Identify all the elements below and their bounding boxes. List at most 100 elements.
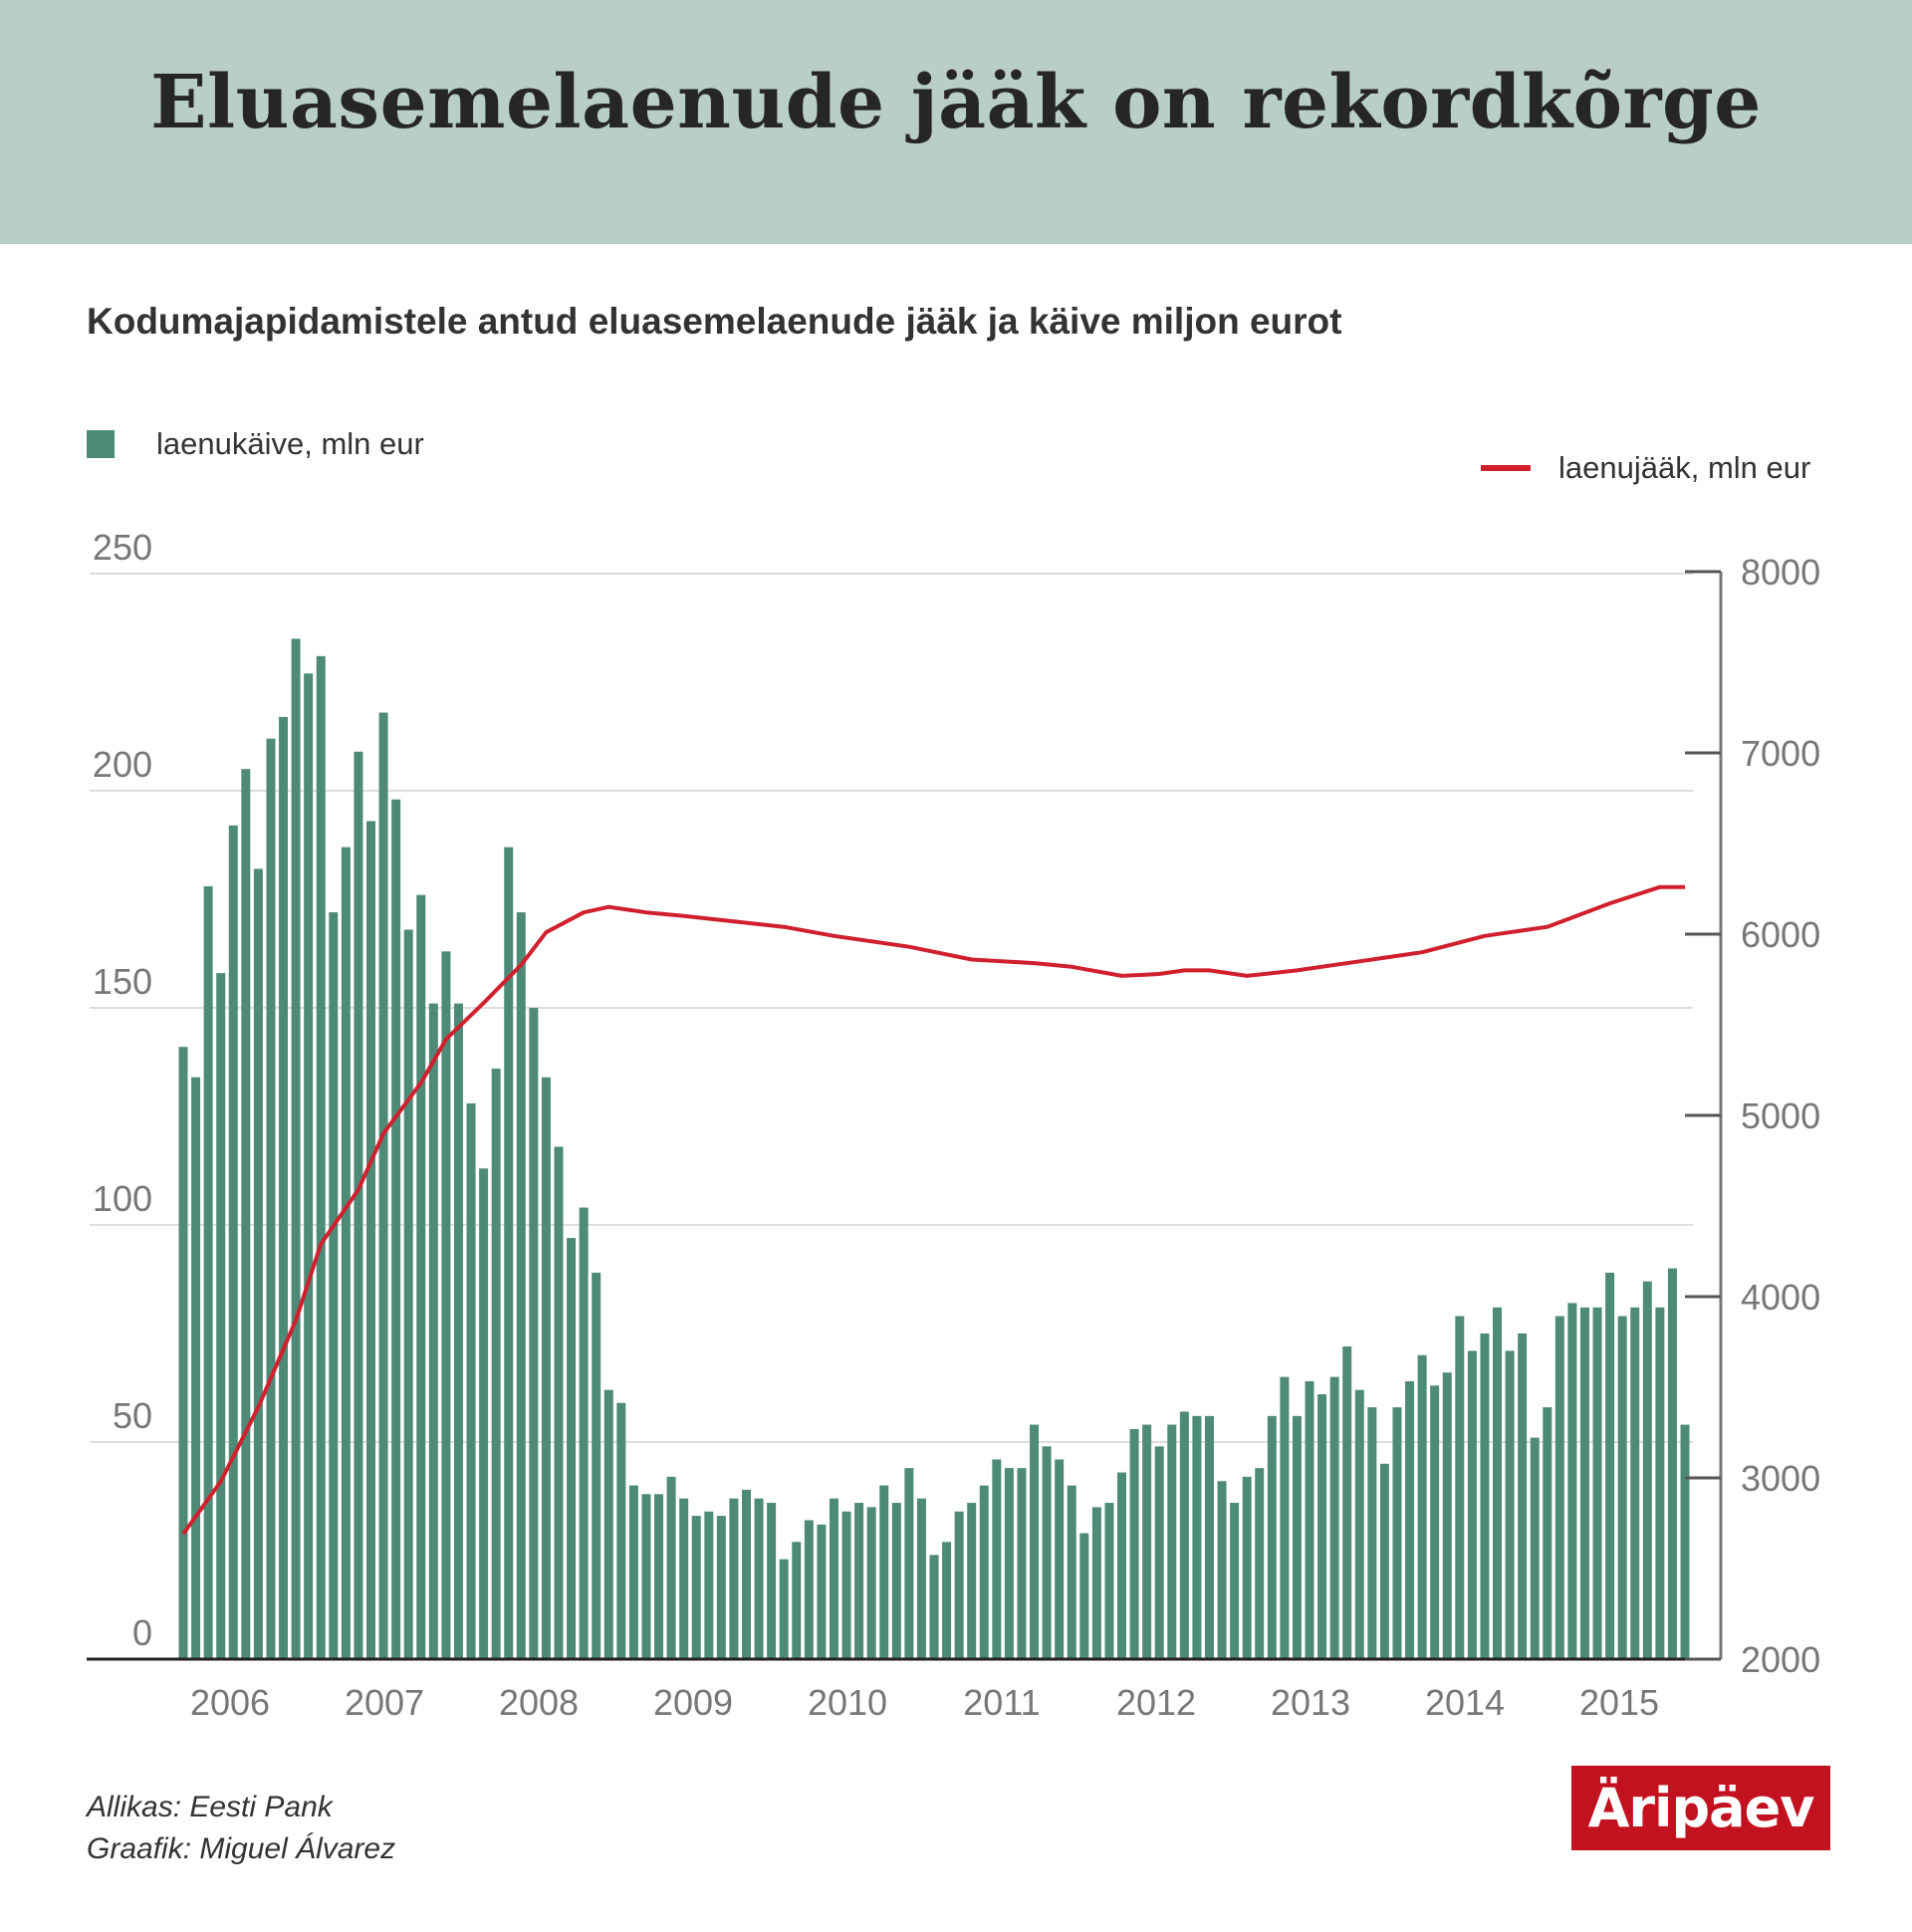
bar <box>1367 1407 1377 1659</box>
y-right-tick-label: 2000 <box>1741 1639 1820 1680</box>
bar <box>1242 1476 1252 1659</box>
bar <box>979 1485 989 1659</box>
bar <box>1004 1468 1014 1659</box>
bar <box>729 1498 739 1659</box>
bar <box>1305 1380 1314 1659</box>
y-left-tick-label: 100 <box>93 1178 152 1219</box>
legend-line: laenujääk, mln eur <box>1481 450 1810 486</box>
bar <box>1417 1354 1427 1659</box>
bar <box>1392 1407 1402 1659</box>
bar <box>191 1077 201 1659</box>
legend-label-line: laenujääk, mln eur <box>1558 450 1811 485</box>
y-right-tick-label: 8000 <box>1741 552 1820 593</box>
bar <box>754 1498 764 1659</box>
bar <box>516 912 526 1659</box>
y-right-tick-label: 5000 <box>1741 1095 1820 1136</box>
bar <box>1505 1350 1515 1659</box>
x-tick-label: 2013 <box>1271 1682 1350 1723</box>
bar <box>253 868 263 1659</box>
bar <box>291 638 301 1659</box>
bar <box>1567 1303 1577 1659</box>
bar <box>1354 1389 1364 1659</box>
bar <box>904 1468 914 1659</box>
bar <box>1530 1437 1540 1659</box>
bar <box>742 1489 751 1659</box>
bar <box>1642 1281 1652 1659</box>
bar <box>1142 1424 1152 1659</box>
bar <box>541 1077 551 1659</box>
x-tick-label: 2012 <box>1116 1682 1196 1723</box>
bar <box>942 1542 952 1659</box>
legend-label-bars: laenukäive, mln eur <box>156 426 424 461</box>
bar <box>304 673 314 1659</box>
bar <box>1342 1346 1352 1659</box>
bar <box>1204 1415 1214 1659</box>
y-left-tick-label: 250 <box>93 527 152 568</box>
bar <box>654 1494 664 1659</box>
bar <box>354 751 363 1659</box>
bar <box>1518 1333 1528 1659</box>
bar <box>241 769 251 1659</box>
bar <box>1554 1316 1564 1659</box>
bar <box>203 885 213 1659</box>
source-note: Allikas: Eesti Pank <box>87 1791 333 1823</box>
page-title: Eluasemelaenude jääk on rekordkõrge <box>150 60 1762 145</box>
bar <box>1104 1503 1114 1659</box>
bar <box>1317 1394 1327 1659</box>
y-left-tick-label: 150 <box>93 961 152 1002</box>
bar <box>341 846 351 1659</box>
bar <box>1329 1376 1339 1659</box>
x-tick-label: 2015 <box>1579 1682 1659 1723</box>
bar <box>1167 1424 1177 1659</box>
bar <box>879 1485 889 1659</box>
bar <box>817 1524 827 1659</box>
bar <box>529 1008 539 1659</box>
bar <box>779 1559 789 1659</box>
bar <box>767 1503 777 1659</box>
bar <box>1042 1446 1052 1659</box>
x-tick-label: 2007 <box>345 1682 424 1723</box>
bar <box>378 712 388 1659</box>
bar <box>1067 1485 1076 1659</box>
bar <box>1255 1468 1265 1659</box>
bar <box>228 825 238 1659</box>
bar <box>1543 1407 1553 1659</box>
y-right-tick-label: 7000 <box>1741 733 1820 774</box>
bar <box>1592 1307 1602 1659</box>
bar <box>279 716 289 1659</box>
bar <box>466 1102 476 1659</box>
bar <box>1091 1507 1101 1659</box>
bar <box>441 951 451 1659</box>
bar <box>1455 1316 1465 1659</box>
chart-subtitle: Kodumajapidamistele antud eluasemelaenud… <box>87 301 1342 342</box>
bar <box>1292 1415 1302 1659</box>
bar <box>416 894 426 1659</box>
axes: 0 50 100 150 200 250 2000 3000 4000 5000 6000 7000 8… <box>87 527 1820 1723</box>
bar <box>967 1503 977 1659</box>
bar <box>1030 1424 1040 1659</box>
bar <box>592 1272 601 1659</box>
x-tick-label: 2010 <box>808 1682 887 1723</box>
bar <box>1017 1468 1027 1659</box>
x-tick-label: 2006 <box>190 1682 270 1723</box>
bar <box>666 1476 676 1659</box>
legend-bars: laenukäive, mln eur <box>87 426 424 462</box>
bar <box>1055 1459 1065 1659</box>
bar <box>1655 1307 1665 1659</box>
bar <box>916 1498 926 1659</box>
bar <box>428 1003 438 1659</box>
y-right-tick-label: 4000 <box>1741 1277 1820 1318</box>
bar <box>403 929 413 1659</box>
bar <box>1630 1307 1640 1659</box>
bar <box>829 1498 838 1659</box>
y-left-tick-label: 0 <box>132 1612 152 1653</box>
bar <box>1280 1376 1290 1659</box>
bar <box>992 1459 1002 1659</box>
line-series <box>181 884 1686 1536</box>
x-tick-label: 2011 <box>963 1682 1040 1723</box>
bar <box>1480 1333 1490 1659</box>
bar <box>366 821 375 1659</box>
bar <box>954 1511 964 1659</box>
bar <box>641 1494 651 1659</box>
